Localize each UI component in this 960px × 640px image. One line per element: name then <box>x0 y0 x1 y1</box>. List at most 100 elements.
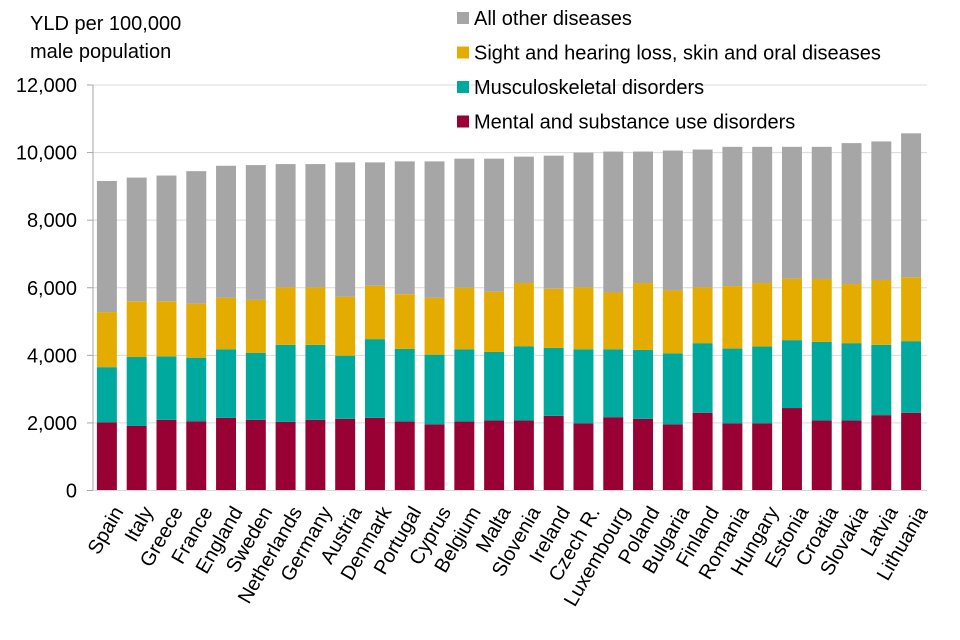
bar-segment <box>662 424 683 491</box>
bar-segment <box>871 344 892 416</box>
bar-segment <box>871 415 892 491</box>
bar-segment <box>603 292 624 350</box>
bar-segment <box>394 348 415 422</box>
bar-segment <box>156 356 177 420</box>
bar-segment <box>901 341 922 413</box>
bar-segment <box>305 164 326 288</box>
bar-stack <box>126 177 147 491</box>
bar-segment <box>781 408 802 491</box>
bar-segment <box>484 420 505 491</box>
bar-segment <box>513 283 534 347</box>
bar-segment <box>752 346 773 424</box>
bar-segment <box>811 420 832 491</box>
bar-stack <box>513 156 534 491</box>
bar-segment <box>662 353 683 425</box>
y-axis-title-line-2: male population <box>30 41 171 63</box>
bar-segment <box>781 340 802 409</box>
bar-segment <box>96 422 117 491</box>
bars <box>96 133 922 491</box>
bar-segment <box>781 278 802 341</box>
bar-segment <box>96 180 117 313</box>
bar-segment <box>424 161 445 298</box>
bar-stack <box>901 133 922 491</box>
bar-stack <box>781 146 802 491</box>
bar-segment <box>871 141 892 280</box>
bar-segment <box>305 419 326 491</box>
bar-segment <box>245 419 266 491</box>
bar-segment <box>186 171 207 304</box>
bar-segment <box>216 349 237 418</box>
bar-segment <box>573 349 594 424</box>
bar-segment <box>692 149 713 288</box>
bar-segment <box>245 165 266 300</box>
bar-stack <box>96 180 117 491</box>
legend: All other diseases Sight and hearing loss… <box>457 8 881 134</box>
legend-swatch <box>457 115 469 128</box>
bar-segment <box>424 297 445 355</box>
bar-segment <box>633 349 654 419</box>
bar-stack <box>722 146 743 491</box>
bar-segment <box>513 156 534 284</box>
bar-stack <box>335 162 356 491</box>
y-tick-label: 8,000 <box>27 210 77 232</box>
bar-segment <box>484 291 505 352</box>
bar-segment <box>752 423 773 491</box>
bar-segment <box>335 355 356 419</box>
y-tick-label: 6,000 <box>27 278 77 300</box>
bar-stack <box>692 149 713 491</box>
axes <box>92 85 927 491</box>
bar-stack <box>156 175 177 491</box>
bar-segment <box>364 417 385 491</box>
legend-label: Mental and substance use disorders <box>474 112 795 134</box>
bar-stack <box>424 161 445 491</box>
bar-segment <box>394 294 415 349</box>
bar-segment <box>692 412 713 491</box>
legend-item: Mental and substance use disorders <box>457 112 795 134</box>
bar-stack <box>364 162 385 491</box>
bar-segment <box>335 162 356 297</box>
bar-segment <box>722 146 743 287</box>
bar-segment <box>871 279 892 345</box>
x-axis-ticks: SpainItalyGreeceFranceEnglandSwedenNethe… <box>84 502 933 610</box>
bar-segment <box>603 349 624 418</box>
bar-segment <box>186 357 207 422</box>
bar-segment <box>573 152 594 288</box>
bar-segment <box>573 423 594 491</box>
bar-segment <box>722 348 743 424</box>
bar-stack <box>186 171 207 491</box>
bar-stack <box>871 141 892 491</box>
bar-segment <box>692 287 713 344</box>
bar-segment <box>543 155 564 289</box>
bar-segment <box>335 418 356 491</box>
bar-segment <box>633 418 654 491</box>
bar-stack <box>454 158 475 491</box>
bar-segment <box>96 367 117 423</box>
legend-swatch <box>457 12 469 24</box>
bar-segment <box>216 417 237 491</box>
bar-stack <box>811 146 832 491</box>
bar-segment <box>662 290 683 354</box>
legend-label: Sight and hearing loss, skin and oral di… <box>474 43 881 65</box>
bar-segment <box>394 421 415 491</box>
bar-stack <box>305 164 326 491</box>
y-tick-label: 10,000 <box>16 143 77 165</box>
bar-segment <box>603 417 624 491</box>
y-axis-ticks: 0 2,000 4,000 6,000 8,000 10,000 12,000 <box>16 75 93 503</box>
bar-segment <box>901 277 922 342</box>
bar-stack <box>543 155 564 491</box>
bar-segment <box>811 146 832 279</box>
y-tick-label: 2,000 <box>27 413 77 435</box>
bar-segment <box>335 296 356 356</box>
legend-swatch <box>457 46 469 59</box>
bar-segment <box>454 158 475 288</box>
bar-segment <box>811 341 832 421</box>
y-tick-label: 0 <box>66 481 77 503</box>
bar-stack <box>662 150 683 491</box>
bar-segment <box>633 151 654 284</box>
legend-item: All other diseases <box>457 8 632 30</box>
bar-segment <box>424 354 445 425</box>
bar-segment <box>513 420 534 491</box>
bar-segment <box>364 285 385 340</box>
bar-segment <box>841 143 862 285</box>
